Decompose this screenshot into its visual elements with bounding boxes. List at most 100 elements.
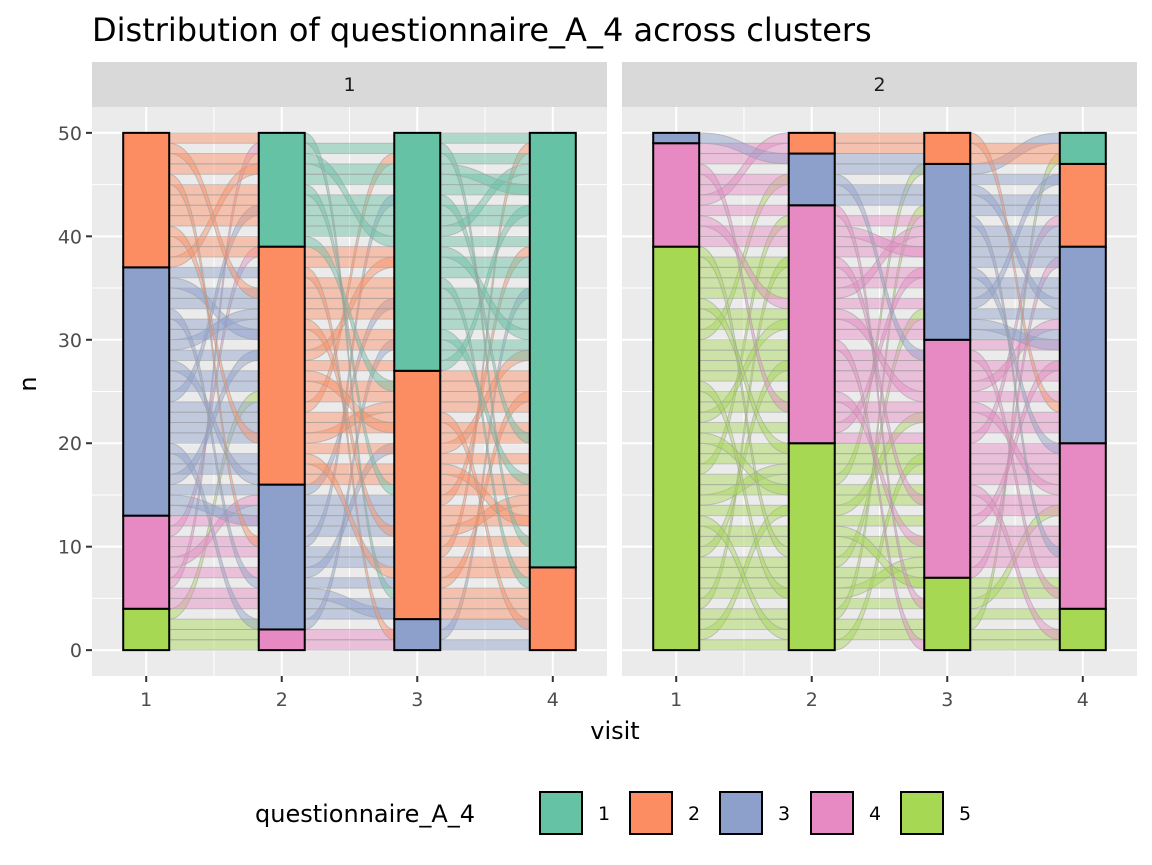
legend-key (539, 791, 583, 835)
flow-strand (834, 618, 925, 630)
flow-strand (698, 608, 790, 620)
x-tick-label: 4 (547, 689, 559, 711)
stratum-bar (1058, 607, 1107, 652)
stratum-bar (528, 566, 577, 652)
flow-strand (168, 246, 260, 258)
flow-strand (969, 608, 1061, 620)
legend-key (629, 791, 673, 835)
x-tick-label: 4 (1077, 689, 1089, 711)
flow-strand (439, 556, 531, 568)
flow-strand (969, 204, 1061, 217)
flow-strand (439, 266, 531, 279)
flow-strand (168, 266, 260, 279)
flow-strand (834, 297, 925, 310)
flow-strand (698, 318, 790, 330)
stratum-bar (528, 131, 577, 569)
flow-strand (304, 639, 395, 651)
flow-strand (969, 422, 1061, 434)
flow-strand (168, 546, 260, 558)
flow-strand (834, 328, 925, 341)
y-tick-label: 30 (58, 330, 82, 352)
flow-strand (439, 597, 531, 610)
stratum-bar (923, 162, 972, 341)
legend-key (810, 791, 854, 835)
flow-strand (698, 422, 790, 434)
flow-strand (834, 432, 925, 444)
flow-strand (304, 173, 395, 186)
x-tick-label: 3 (941, 689, 953, 711)
legend-label: 2 (688, 803, 700, 825)
flow-strand (698, 204, 790, 217)
flow-strand (969, 153, 1061, 165)
facet-strip-label: 1 (343, 74, 355, 96)
x-tick-label: 2 (276, 689, 288, 711)
legend: questionnaire_A_4 1 2 3 4 5 (255, 791, 971, 835)
flow-strand (439, 297, 531, 310)
flow-strand (698, 349, 790, 361)
stratum-bar (1058, 442, 1107, 610)
stratum-bar (257, 628, 306, 652)
flow-strand (834, 163, 925, 175)
y-tick-label: 40 (58, 226, 82, 248)
flow-strand (834, 442, 925, 455)
flow-strand (834, 194, 925, 206)
flow-strand (439, 587, 531, 599)
y-axis-title: n (14, 376, 42, 391)
flow-strand (969, 453, 1061, 465)
facet-panel-2: 2 1 2 3 4 (622, 62, 1137, 711)
flow-strand (304, 628, 395, 641)
legend-title: questionnaire_A_4 (255, 800, 475, 828)
flow-strand (168, 587, 260, 599)
stratum-bar (257, 131, 306, 248)
flow-strand (304, 494, 395, 506)
stratum-bar (787, 442, 836, 652)
stratum-bar (393, 131, 442, 372)
chart-title: Distribution of questionnaire_A_4 across… (92, 11, 872, 49)
flow-strand (304, 215, 395, 227)
flow-strand (304, 204, 395, 217)
flow-strand (168, 639, 260, 651)
legend-label: 3 (778, 803, 790, 825)
flow-strand (969, 173, 1061, 186)
stratum-bar (652, 131, 701, 145)
flow-strand (834, 132, 925, 144)
flow-strand (304, 256, 395, 268)
stratum-bar (923, 338, 972, 579)
flow-strand (834, 277, 925, 289)
flow-strand (698, 556, 790, 568)
stratum-bar (652, 245, 701, 652)
flow-strand (439, 132, 531, 144)
flow-strand (969, 504, 1061, 517)
stratum-bar (257, 483, 306, 631)
flow-strand (304, 546, 395, 558)
legend-label: 4 (869, 803, 881, 825)
y-tick-label: 0 (70, 640, 82, 662)
facet-strip-label: 2 (873, 74, 885, 96)
stratum-bar (122, 607, 171, 652)
stratum-bar (787, 152, 836, 207)
flow-strand (834, 597, 925, 610)
stratum-bar (393, 618, 442, 652)
stratum-bar (787, 204, 836, 445)
legend-label: 1 (598, 803, 610, 825)
legend-label: 5 (959, 803, 971, 825)
flow-strand (698, 235, 790, 248)
facet-strip (622, 62, 1137, 107)
flow-strand (834, 142, 925, 155)
flow-strand (969, 308, 1061, 320)
facet-strip (92, 62, 607, 107)
stratum-bar (787, 131, 836, 155)
stratum-bar (393, 369, 442, 621)
flow-strand (439, 639, 531, 651)
stratum-bar (923, 131, 972, 165)
flow-strand (439, 370, 531, 382)
flow-strand (969, 639, 1061, 651)
flow-strand (439, 235, 531, 248)
stratum-bar (923, 576, 972, 652)
flow-strand (168, 380, 260, 393)
flow-strand (168, 163, 260, 175)
stratum-bar (257, 245, 306, 486)
